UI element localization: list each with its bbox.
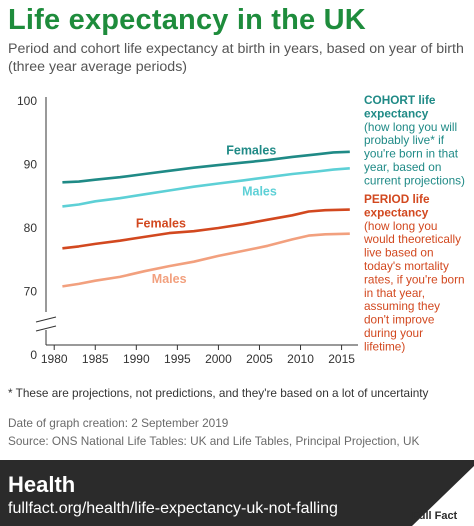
x-tick-label: 2005 <box>246 352 273 366</box>
life-expectancy-chart: 0 70 80 90 100 1980 1985 1990 1995 2000 2005 2010 20… <box>17 93 465 366</box>
x-tick-label: 2010 <box>287 352 314 366</box>
y-tick-label: 80 <box>24 221 38 235</box>
legend-period-title: expectancy <box>364 205 429 219</box>
source-line: Source: ONS National Life Tables: UK and… <box>8 434 420 448</box>
series-line-cohort-males <box>62 167 350 208</box>
y-tick-label: 70 <box>24 285 38 299</box>
legend-cohort-description: probably live* if <box>364 133 445 147</box>
series-label-period-males: Males <box>152 272 187 286</box>
legend-period-description: during your <box>364 326 423 340</box>
x-tick-label: 1995 <box>164 352 191 366</box>
footer-section-label: Health <box>8 472 76 497</box>
legend-cohort-description: you're born in that <box>364 147 459 161</box>
footer-bar: Health fullfact.org/health/life-expectan… <box>0 460 474 526</box>
y-tick-label: 100 <box>17 94 37 108</box>
legend-period-description: lifetime) <box>364 339 405 353</box>
legend-cohort-title: COHORT life <box>364 93 436 107</box>
axis-break-mark <box>35 325 57 332</box>
legend-cohort-description: year, based on <box>364 160 441 174</box>
legend-period-description: rates, if you're born <box>364 272 465 286</box>
x-tick-label: 1980 <box>41 352 68 366</box>
footer-url-link[interactable]: fullfact.org/health/life-expectancy-uk-n… <box>8 500 338 517</box>
legend-cohort-description: (how long you will <box>364 120 457 134</box>
series-line-cohort-females <box>62 150 350 184</box>
full-fact-logo-icon <box>412 466 474 526</box>
x-tick-label: 2015 <box>328 352 355 366</box>
legend-cohort-title: expectancy <box>364 106 429 120</box>
legend-period-description: assuming they <box>364 299 440 313</box>
series-line-period-males <box>62 232 350 288</box>
page-title: Life expectancy in the UK <box>8 4 366 36</box>
legend-period-title: PERIOD life <box>364 192 430 206</box>
legend-period-description: live based on <box>364 246 434 260</box>
logo-text: Full Fact <box>412 510 458 522</box>
legend-period-description: (how long you <box>364 219 437 233</box>
x-tick-label: 2000 <box>205 352 232 366</box>
series-label-cohort-males: Males <box>242 184 277 198</box>
y-tick-label: 90 <box>24 158 38 172</box>
series-label-cohort-females: Females <box>226 144 276 158</box>
x-tick-label: 1985 <box>82 352 109 366</box>
legend-period-description: in that year, <box>364 286 425 300</box>
legend-period-description: would theoretically <box>363 232 461 246</box>
legend-cohort-description: current projections) <box>364 173 465 187</box>
axis-break-mark <box>35 316 57 323</box>
page-subtitle: Period and cohort life expectancy at bir… <box>8 41 464 75</box>
date-line: Date of graph creation: 2 September 2019 <box>8 416 229 430</box>
series-line-period-females <box>62 208 350 250</box>
legend-period-description: don't improve <box>364 313 435 327</box>
x-tick-label: 1990 <box>123 352 150 366</box>
footnote: * These are projections, not predictions… <box>8 386 429 400</box>
y-tick-label: 0 <box>30 348 37 362</box>
legend-period-description: today's mortality <box>364 259 449 273</box>
series-label-period-females: Females <box>136 216 186 230</box>
